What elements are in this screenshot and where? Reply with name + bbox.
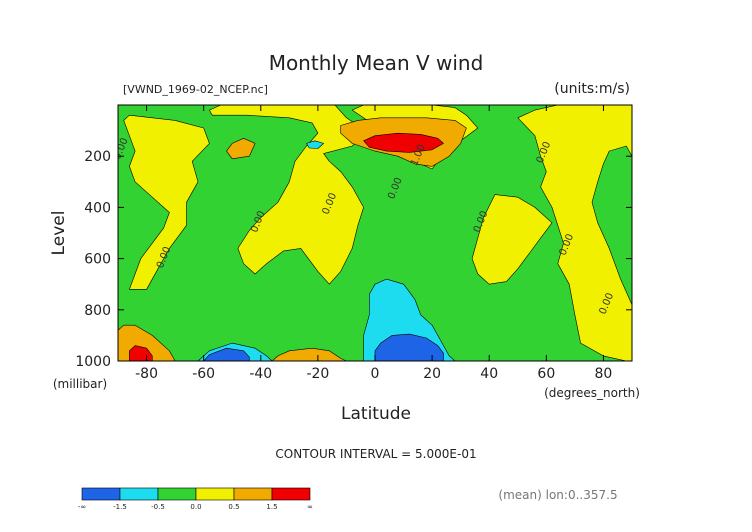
contour-region-1	[123, 114, 210, 290]
x-tick-label: -60	[192, 366, 215, 382]
plot-area: 0.000.000.000.000.001.000.000.000.000.00	[118, 105, 632, 361]
contour-interval-text: CONTOUR INTERVAL = 5.000E-01	[275, 447, 476, 461]
colorbar-bin-5	[233, 487, 273, 501]
colorbar-label: 0.0	[190, 503, 201, 511]
colorbar-label: 1.5	[266, 503, 277, 511]
chart-title: Monthly Mean V wind	[269, 51, 484, 75]
x-tick-label: -80	[135, 366, 158, 382]
contour-region-4	[471, 194, 553, 285]
colorbar-bin-6	[271, 487, 311, 501]
y-axis-units: (millibar)	[53, 377, 107, 391]
x-tick-label: -40	[249, 366, 272, 382]
x-tick-label: 0	[371, 366, 380, 382]
x-tick-label: 40	[480, 366, 498, 382]
contour-region-5	[517, 105, 632, 361]
dataset-label: [VWND_1969-02_NCEP.nc]	[123, 83, 268, 96]
x-tick-label: 20	[423, 366, 441, 382]
x-tick-label: 80	[595, 366, 613, 382]
colorbar-bin-1	[81, 487, 121, 501]
y-tick-label: 200	[84, 149, 111, 165]
colorbar-label: -∞	[78, 503, 86, 511]
contour-region-8	[271, 347, 347, 361]
y-axis: 200 400 600 800 1000	[75, 149, 632, 370]
colorbar-bin-2	[119, 487, 159, 501]
footer-note: (mean) lon:0..357.5	[498, 488, 617, 502]
units-label: (units:m/s)	[554, 81, 630, 97]
colorbar-bin-4	[195, 487, 235, 501]
x-tick-label: 60	[537, 366, 555, 382]
x-axis-units: (degrees_north)	[544, 386, 640, 400]
contour-region-14	[306, 140, 324, 149]
y-axis-label: Level	[49, 211, 69, 256]
x-tick-label: -20	[306, 366, 329, 382]
contour-region-6	[226, 138, 256, 160]
colorbar-label: 0.5	[228, 503, 239, 511]
y-tick-label: 600	[84, 252, 111, 268]
x-axis-label: Latitude	[341, 404, 411, 424]
colorbar-label: -0.5	[151, 503, 165, 511]
contour-region-16	[203, 347, 250, 361]
x-axis: -80 -60 -40 -20 0 20 40 60 80	[135, 105, 612, 382]
contour-region-10	[363, 132, 444, 153]
colorbar: -∞ -1.5 -0.5 0.0 0.5 1.5 ∞	[78, 487, 313, 511]
colorbar-label: ∞	[307, 503, 313, 511]
y-tick-label: 400	[84, 200, 111, 216]
y-tick-label: 1000	[75, 354, 111, 370]
colorbar-bin-3	[157, 487, 197, 501]
colorbar-label: -1.5	[113, 503, 127, 511]
y-tick-label: 800	[84, 303, 111, 319]
